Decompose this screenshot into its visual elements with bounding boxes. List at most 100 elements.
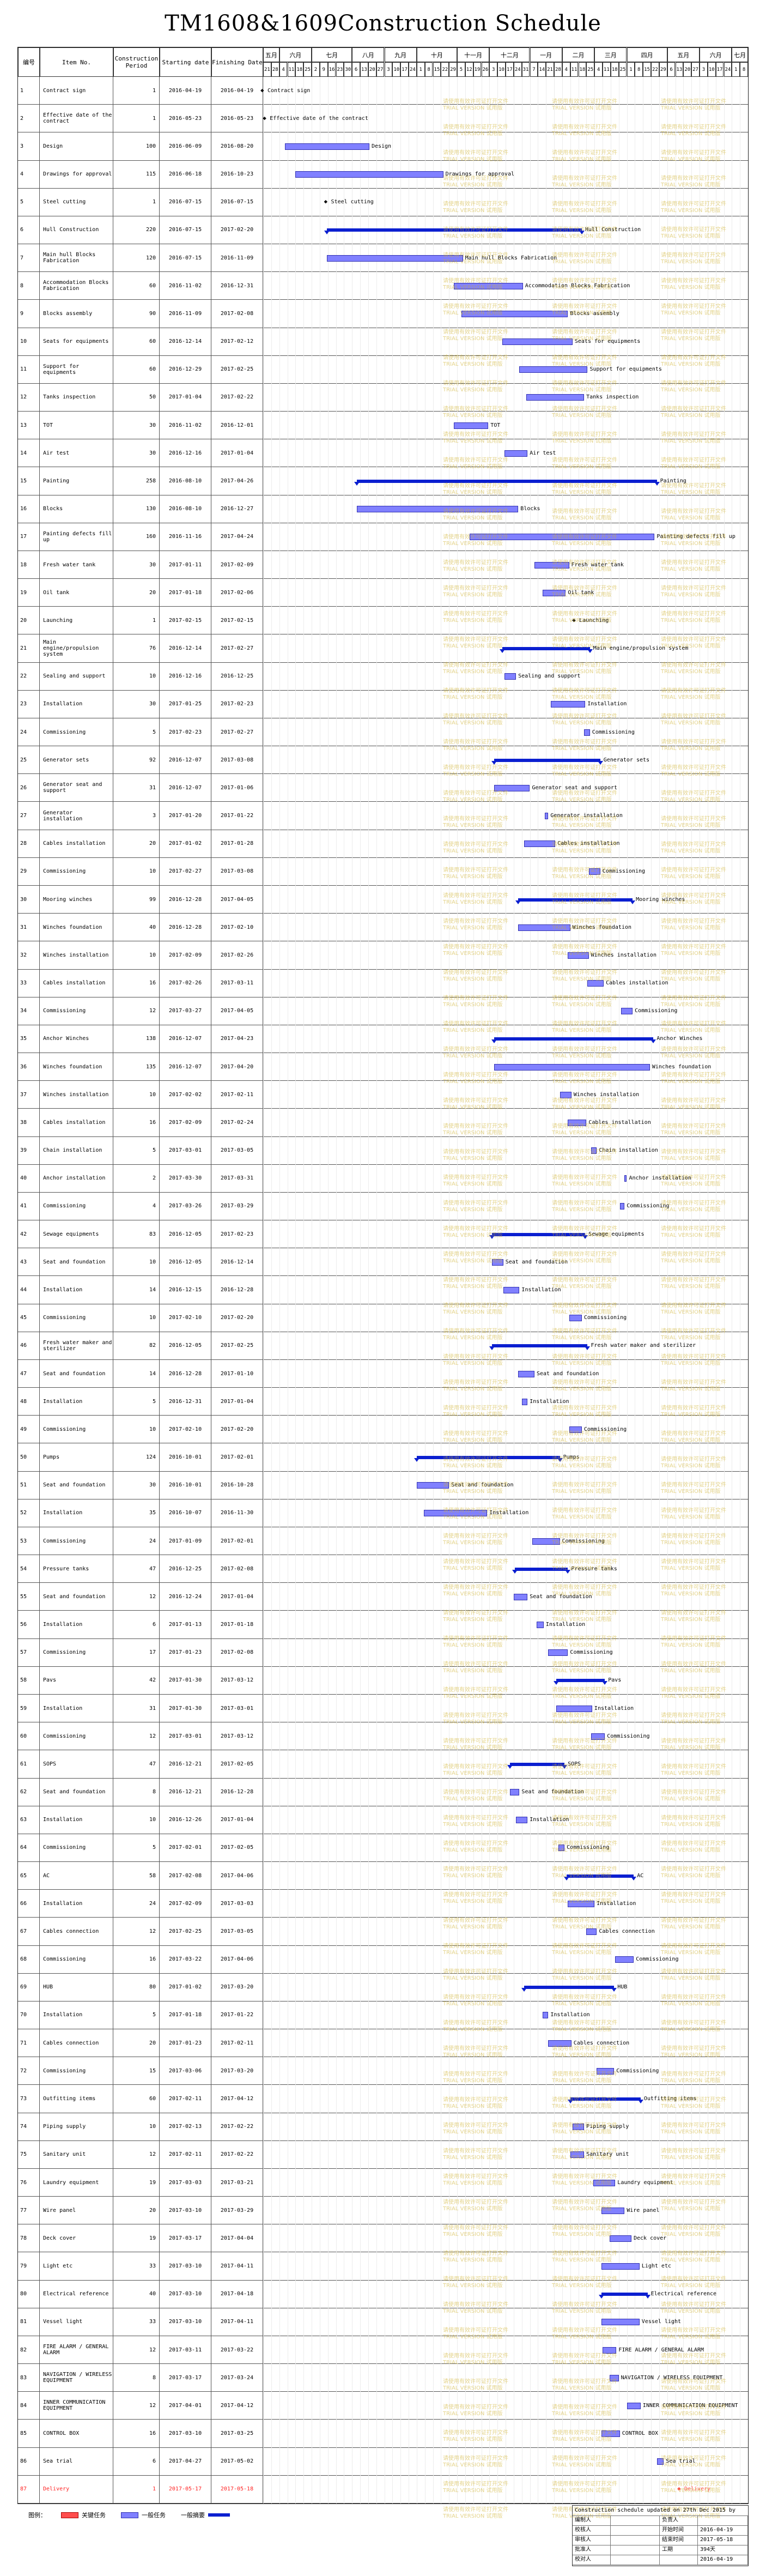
watermark-text: 请使用有效许可证打开文件: [443, 1200, 508, 1206]
watermark-text: TRIAL VERSION 试用版: [552, 2385, 612, 2391]
task-bar: [587, 980, 604, 987]
table-row: 59 Installation 31 2017-01-30 2017-03-01: [18, 1695, 748, 1723]
task-bar: [588, 868, 600, 875]
task-no: 12: [18, 383, 40, 412]
table-row: 62 Seat and foundation 8 2016-12-21 2016-12-…: [18, 1778, 748, 1806]
watermark-text: 请使用有效许可证打开文件: [443, 842, 508, 848]
watermark-text: 请使用有效许可证打开文件: [552, 688, 617, 694]
bar-label: Seat and foundation: [505, 1259, 568, 1265]
task-start: 2017-05-17: [160, 2475, 211, 2503]
task-bar: [584, 729, 590, 736]
bar-label: Winches foundation: [652, 1063, 712, 1070]
watermark-text: 请使用有效许可证打开文件: [552, 1098, 617, 1104]
watermark: 请使用有效许可证打开文件 TRIAL VERSION 试用版: [552, 1918, 617, 1931]
watermark-text: 请使用有效许可证打开文件: [661, 227, 726, 233]
task-finish: 2017-01-22: [211, 802, 263, 830]
task-bar: [518, 924, 570, 931]
watermark-text: TRIAL VERSION 试用版: [443, 2257, 503, 2263]
watermark-text: 请使用有效许可证打开文件: [661, 406, 726, 412]
watermark-text: TRIAL VERSION 试用版: [552, 1796, 612, 1802]
task-finish: 2017-04-18: [211, 2280, 263, 2308]
watermark: 请使用有效许可证打开文件 TRIAL VERSION 试用版: [661, 1380, 726, 1393]
watermark: 请使用有效许可证打开文件 TRIAL VERSION 试用版: [552, 2507, 617, 2520]
watermark: 请使用有效许可证打开文件 TRIAL VERSION 试用版: [661, 2046, 726, 2059]
watermark: 请使用有效许可证打开文件 TRIAL VERSION 试用版: [661, 1072, 726, 1085]
task-period: 16: [113, 1945, 160, 1973]
watermark-text: TRIAL VERSION 试用版: [661, 1002, 721, 1008]
table-row: 29 Commissioning 10 2017-02-27 2017-03-08: [18, 857, 748, 886]
bar-label: Steel cutting: [331, 199, 374, 205]
watermark-text: 请使用有效许可证打开文件: [552, 1047, 617, 1053]
watermark: 请使用有效许可证打开文件 TRIAL VERSION 试用版: [661, 2276, 726, 2289]
info-cell: 2016-04-19: [698, 2525, 748, 2535]
task-no: 75: [18, 2140, 40, 2168]
watermark-text: TRIAL VERSION 试用版: [443, 2027, 503, 2033]
week-label: 3: [700, 62, 708, 77]
task-name: Installation: [40, 690, 113, 718]
bar-label: Drawings for approval: [445, 171, 514, 178]
task-bar: [504, 673, 516, 680]
task-no: 25: [18, 746, 40, 774]
task-bar: [503, 1287, 520, 1293]
bar-label: TOT: [490, 422, 501, 428]
bar-label: Blocks assembly: [570, 310, 619, 317]
watermark: 请使用有效许可证打开文件 TRIAL VERSION 试用版: [443, 2046, 508, 2059]
task-bar: [603, 2347, 617, 2354]
task-period: 17: [113, 1638, 160, 1666]
task-period: 5: [113, 1388, 160, 1416]
task-finish: 2017-02-20: [211, 1304, 263, 1332]
task-period: 42: [113, 1666, 160, 1694]
watermark-text: TRIAL VERSION 试用版: [552, 259, 612, 265]
watermark-text: TRIAL VERSION 试用版: [552, 2308, 612, 2314]
watermark-text: 请使用有效许可证打开文件: [552, 2430, 617, 2436]
task-finish: 2016-12-25: [211, 662, 263, 690]
watermark: 请使用有效许可证打开文件 TRIAL VERSION 试用版: [552, 637, 617, 650]
watermark: 请使用有效许可证打开文件 TRIAL VERSION 试用版: [552, 867, 617, 880]
task-start: 2017-03-26: [160, 1192, 211, 1220]
watermark: 请使用有效许可证打开文件 TRIAL VERSION 试用版: [443, 99, 508, 112]
bar-label: Seat and foundation: [536, 1370, 599, 1377]
watermark-text: TRIAL VERSION 试用版: [661, 361, 721, 367]
watermark: 请使用有效许可证打开文件 TRIAL VERSION 试用版: [552, 1226, 617, 1239]
summary-bar: [354, 480, 660, 486]
watermark-text: 请使用有效许可证打开文件: [552, 739, 617, 745]
watermark-text: TRIAL VERSION 试用版: [661, 387, 721, 393]
watermark-text: TRIAL VERSION 试用版: [443, 2308, 503, 2314]
watermark: 请使用有效许可证打开文件 TRIAL VERSION 试用版: [661, 1918, 726, 1931]
task-start: 2017-02-27: [160, 857, 211, 885]
watermark-text: TRIAL VERSION 试用版: [661, 694, 721, 700]
watermark-text: TRIAL VERSION 试用版: [552, 310, 612, 316]
bar-label: Seat and foundation: [530, 1593, 592, 1600]
table-row: 66 Installation 24 2017-02-09 2017-03-03: [18, 1890, 748, 1918]
watermark-text: TRIAL VERSION 试用版: [661, 1668, 721, 1674]
summary-bar: [567, 2097, 644, 2103]
task-bar: [537, 1622, 544, 1629]
grid-line: [327, 77, 329, 2504]
table-row: 32 Winches installation 10 2017-02-09 2017-0…: [18, 941, 748, 970]
task-no: 40: [18, 1164, 40, 1192]
watermark-text: TRIAL VERSION 试用版: [443, 848, 503, 854]
watermark-text: 请使用有效许可证打开文件: [661, 1687, 726, 1693]
watermark: 请使用有效许可证打开文件 TRIAL VERSION 试用版: [552, 842, 617, 855]
watermark-text: TRIAL VERSION 试用版: [661, 1617, 721, 1623]
watermark-text: TRIAL VERSION 试用版: [661, 2027, 721, 2033]
task-finish: 2017-04-11: [211, 2308, 263, 2336]
watermark-text: TRIAL VERSION 试用版: [552, 541, 612, 547]
watermark: 请使用有效许可证打开文件 TRIAL VERSION 试用版: [661, 995, 726, 1008]
task-no: 56: [18, 1611, 40, 1638]
watermark-text: TRIAL VERSION 试用版: [661, 1796, 721, 1802]
task-finish: 2017-04-12: [211, 2085, 263, 2113]
bar-label: Commissioning: [602, 868, 646, 875]
watermark-text: 请使用有效许可证打开文件: [443, 739, 508, 745]
watermark-text: 请使用有效许可证打开文件: [552, 637, 617, 643]
task-start: 2017-01-23: [160, 2029, 211, 2057]
watermark-text: TRIAL VERSION 试用版: [443, 2232, 503, 2238]
task-name: Design: [40, 132, 113, 160]
watermark-text: 请使用有效许可证打开文件: [552, 1585, 617, 1591]
watermark-text: 请使用有效许可证打开文件: [661, 1559, 726, 1565]
grid-line: [473, 77, 474, 2504]
task-bar: [510, 1789, 520, 1796]
watermark-text: 请使用有效许可证打开文件: [661, 2097, 726, 2103]
task-start: 2016-12-05: [160, 1220, 211, 1248]
watermark-text: TRIAL VERSION 试用版: [443, 1924, 503, 1930]
